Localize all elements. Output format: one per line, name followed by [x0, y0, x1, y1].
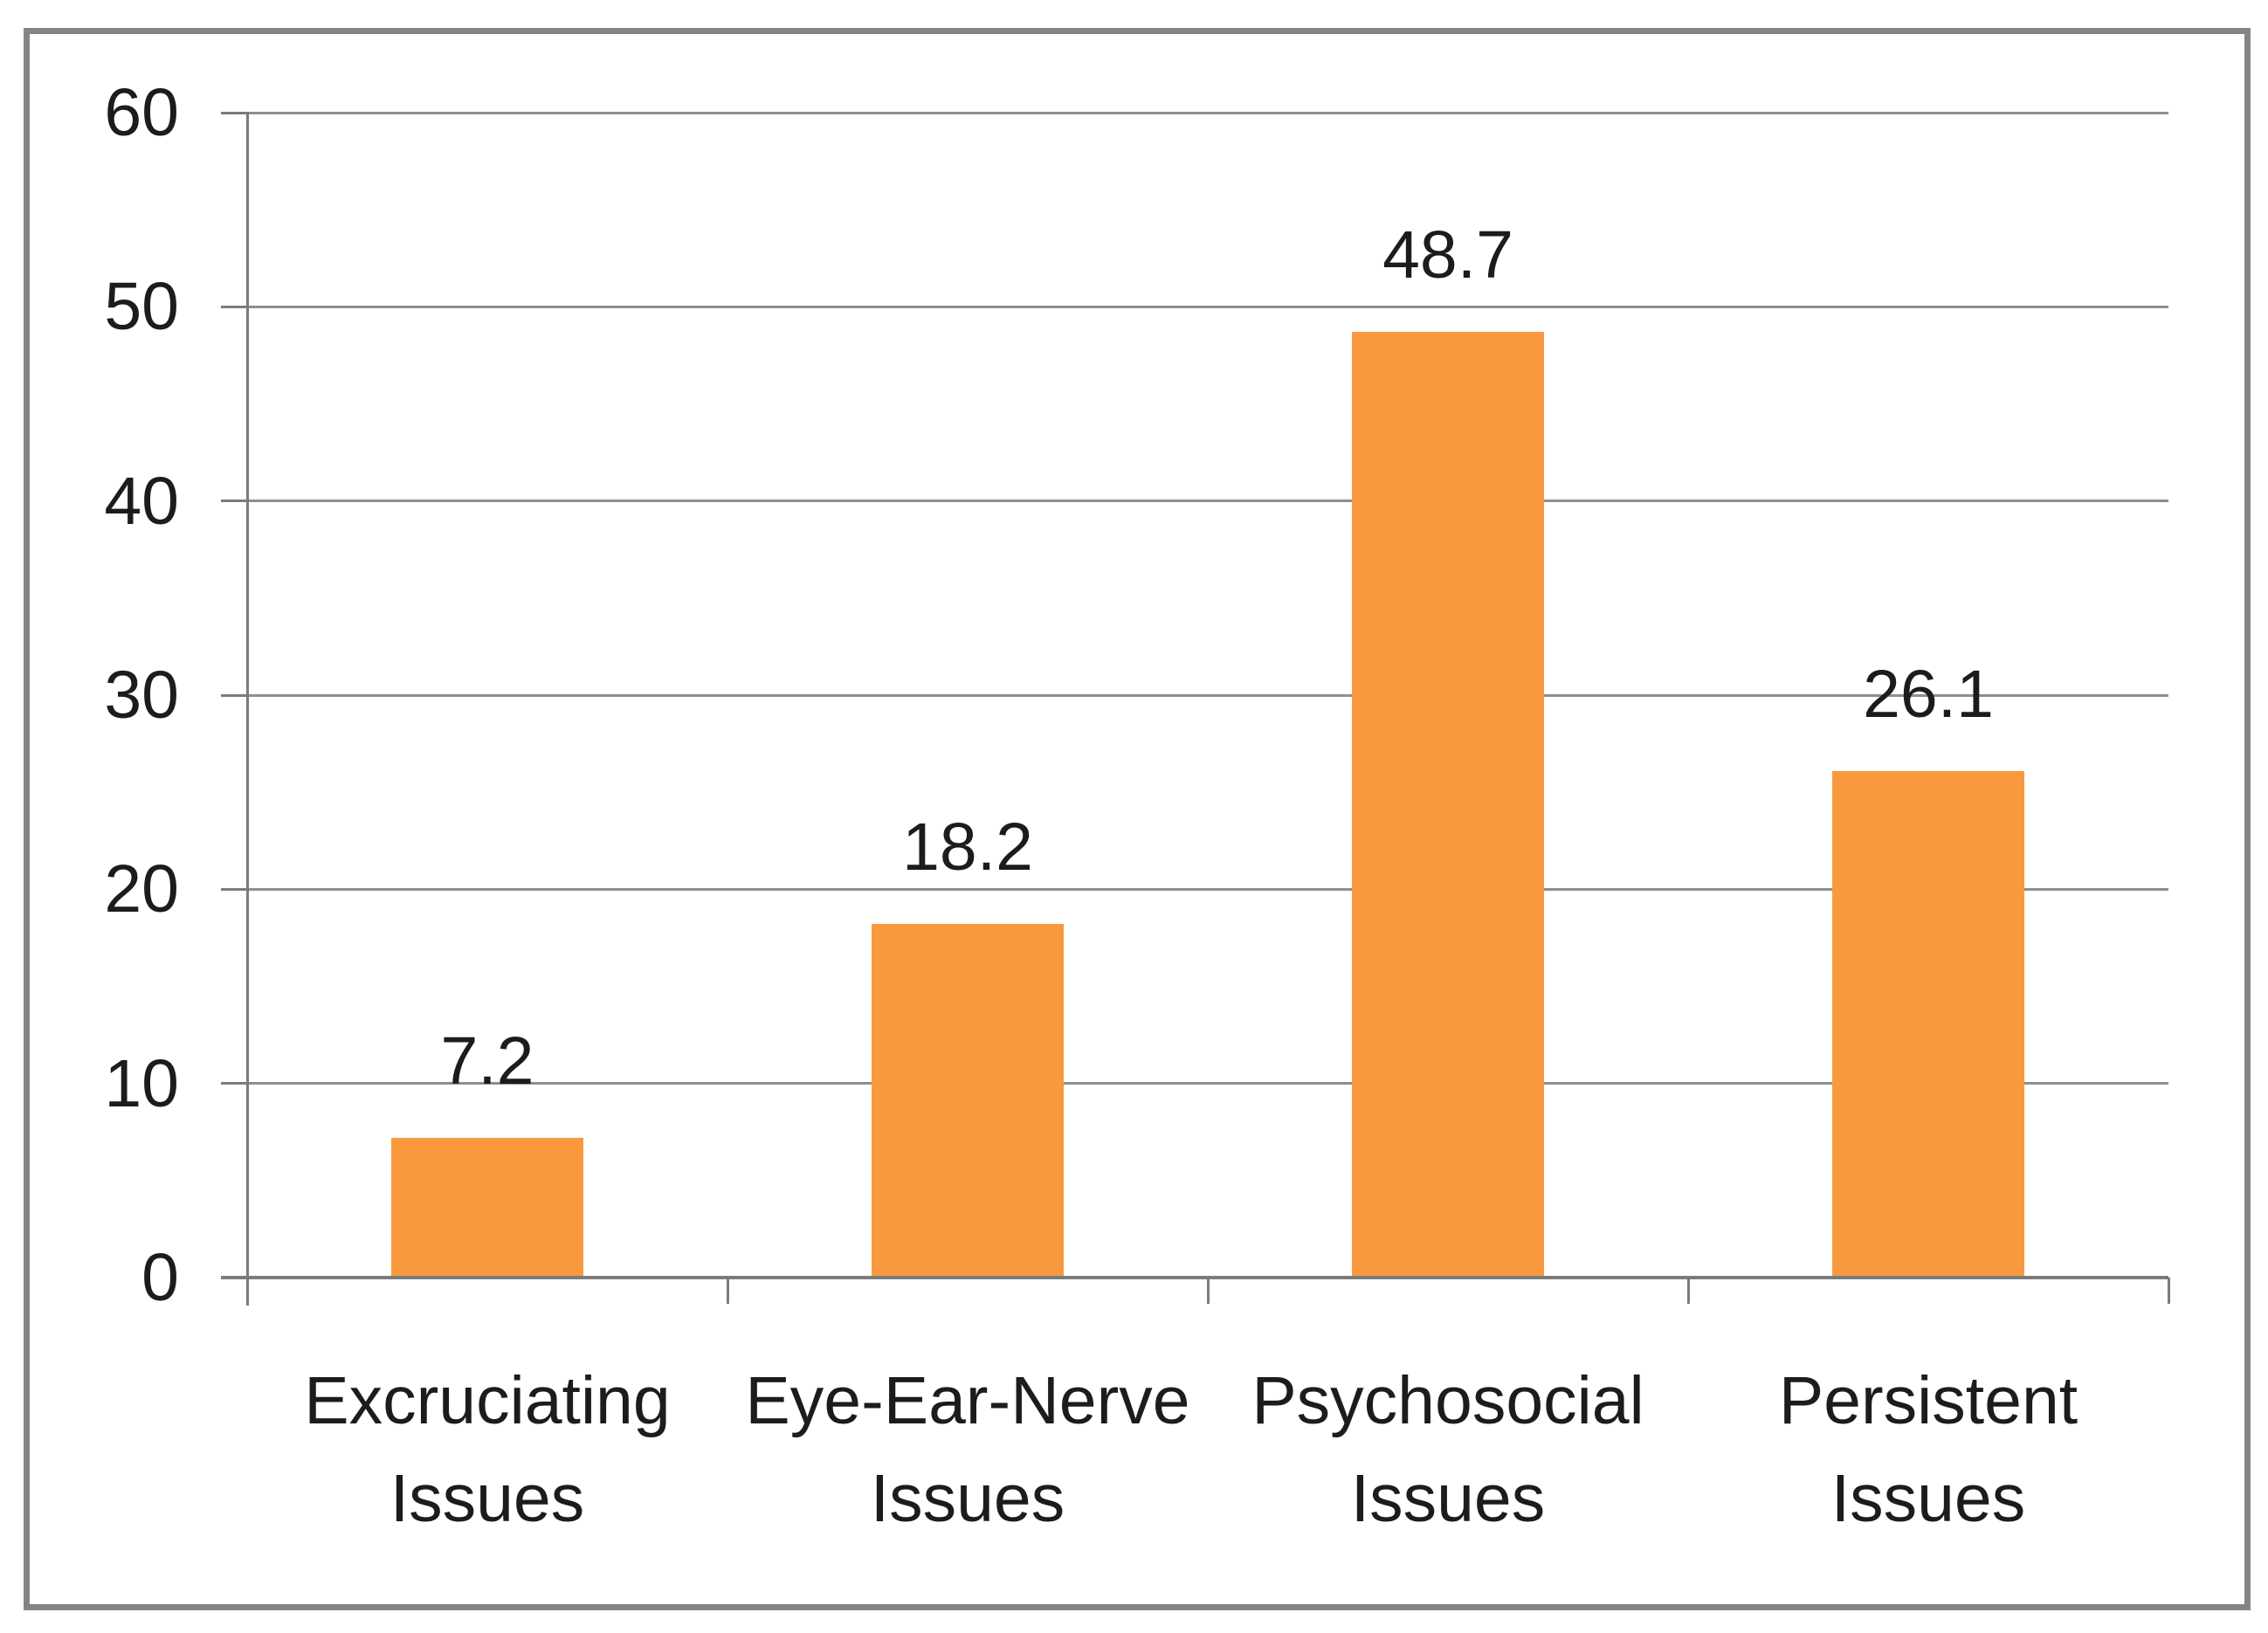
- value-label: 18.2: [902, 810, 1033, 885]
- gridline: [247, 111, 2168, 114]
- gridline: [247, 305, 2168, 308]
- value-label: 48.7: [1382, 217, 1513, 293]
- x-axis-tick: [2167, 1278, 2170, 1304]
- category-label: Excruciating: [304, 1363, 671, 1438]
- y-axis-tick: [221, 693, 247, 697]
- y-axis-label: 0: [141, 1240, 179, 1315]
- category-label: Psychosocial: [1251, 1363, 1644, 1438]
- y-axis-tick: [221, 305, 247, 308]
- x-axis-line: [221, 1276, 2168, 1279]
- y-axis-label: 60: [104, 75, 179, 150]
- y-axis-tick: [221, 500, 247, 503]
- y-axis-line: [245, 111, 249, 1306]
- category-label: Persistent: [1778, 1363, 2078, 1438]
- x-axis-tick: [1206, 1278, 1210, 1304]
- y-axis-label: 10: [104, 1045, 179, 1121]
- y-axis-tick: [221, 887, 247, 891]
- y-axis-tick: [221, 1082, 247, 1085]
- bar: [1832, 770, 2024, 1278]
- y-axis-label: 20: [104, 851, 179, 927]
- x-axis-tick: [726, 1278, 729, 1304]
- x-axis-tick: [245, 1278, 249, 1304]
- value-label: 7.2: [440, 1023, 534, 1099]
- bar: [391, 1137, 583, 1278]
- gridline: [247, 693, 2168, 697]
- category-label: Issues: [389, 1461, 585, 1536]
- bar: [872, 924, 1064, 1278]
- category-label: Issues: [1830, 1461, 2026, 1536]
- y-axis-tick: [221, 111, 247, 114]
- x-axis-tick: [1686, 1278, 1690, 1304]
- gridline: [247, 1082, 2168, 1085]
- category-label: Issues: [1350, 1461, 1546, 1536]
- gridline: [247, 500, 2168, 503]
- y-axis-label: 30: [104, 658, 179, 733]
- gridline: [247, 887, 2168, 891]
- value-label: 26.1: [1863, 656, 1994, 732]
- category-label: Issues: [870, 1461, 1065, 1536]
- y-axis-label: 40: [104, 463, 179, 539]
- bar: [1352, 332, 1544, 1278]
- y-axis-label: 50: [104, 269, 179, 345]
- category-label: Eye-Ear-Nerve: [745, 1363, 1190, 1438]
